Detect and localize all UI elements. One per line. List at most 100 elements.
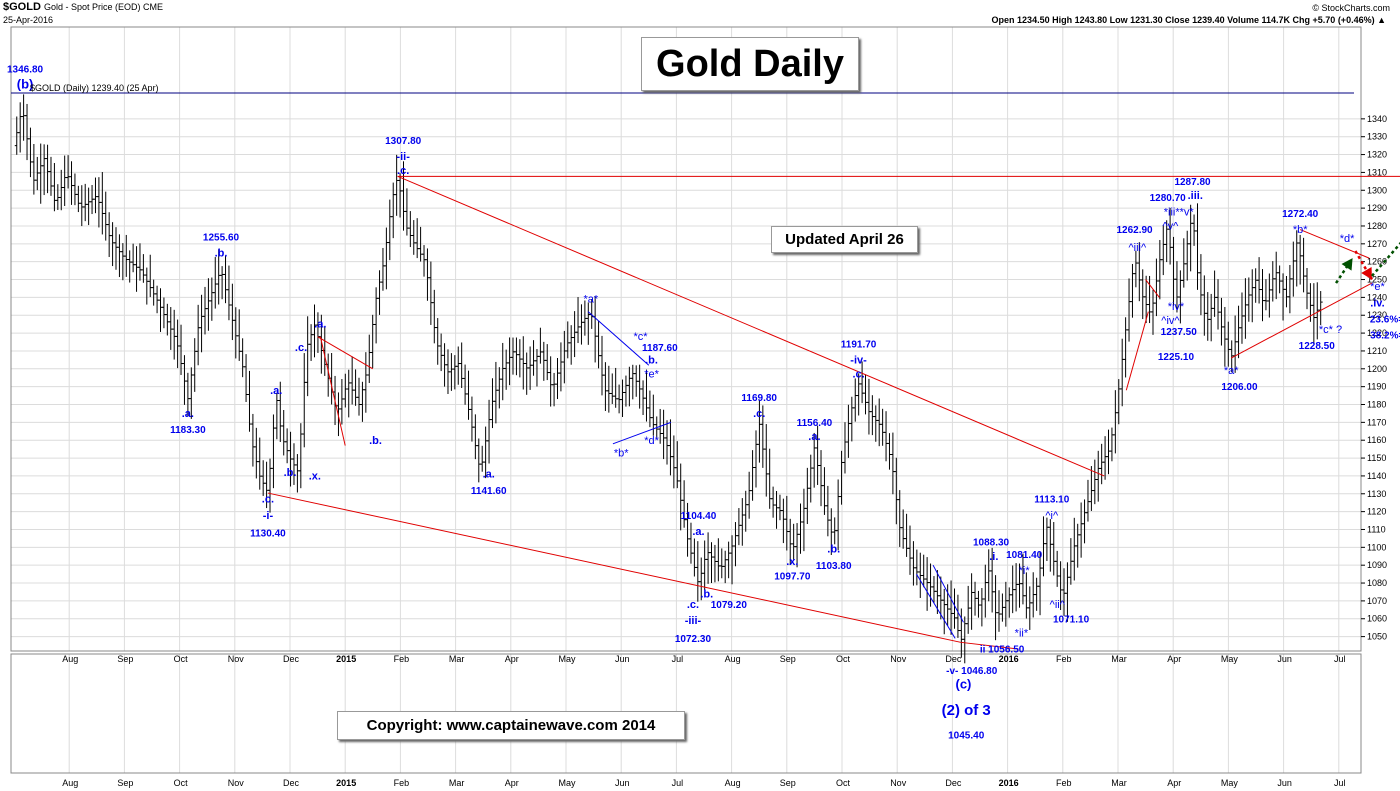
x-tick-label-bottom: Aug [62, 778, 78, 788]
wave-label: .c. [262, 494, 274, 506]
wave-labels: 1346.80 (b) 1307.80 -ii- .c. 1255.60 .b. .a. 118… [7, 64, 1400, 741]
y-tick-label: 1150 [1367, 453, 1386, 463]
wave-label: 1228.50 [1299, 341, 1336, 352]
wave-label: ii 1056.50 [980, 645, 1025, 656]
x-tick-label: Oct [174, 654, 189, 664]
x-tick-label: Dec [945, 654, 962, 664]
wave-label: *b* [1293, 224, 1308, 236]
plot-frame [10, 26, 1362, 652]
green-projection-arrow [1370, 241, 1400, 277]
y-tick-label: 1110 [1367, 524, 1386, 534]
y-tick-label: 1160 [1367, 435, 1386, 445]
y-tick-label: 1120 [1367, 507, 1386, 517]
red-trendline [317, 336, 374, 370]
y-tick-label: 1310 [1367, 167, 1387, 177]
y-tick-label: 1170 [1367, 417, 1386, 427]
wave-label: 1130.40 [250, 529, 286, 540]
y-tick-label: 1220 [1367, 328, 1387, 338]
wave-label: 1262.90 [1116, 225, 1153, 236]
wave-label: 1187.60 [642, 343, 678, 354]
wave-label: .b. [700, 588, 713, 600]
wave-label: 1287.80 [1174, 177, 1211, 188]
y-tick-label: 1240 [1367, 292, 1387, 302]
copyright-box: Copyright: www.captainewave.com 2014 [337, 711, 685, 740]
wave-label: .b. [645, 354, 658, 366]
wave-label: 1141.60 [471, 486, 507, 497]
y-tick-label: 1180 [1367, 400, 1386, 410]
x-tick-label-bottom: Aug [725, 778, 741, 788]
wave-label: 23.6%=1227.70 [1370, 314, 1400, 325]
x-tick-label: Jul [1334, 654, 1346, 664]
grid [11, 27, 1361, 773]
y-tick-label: 1290 [1367, 203, 1387, 213]
x-tick-label: Mar [449, 654, 465, 664]
red-trendline [960, 641, 1019, 650]
header-symbol: $GOLD Gold - Spot Price (EOD) CME [3, 1, 163, 13]
x-tick-label: Sep [780, 654, 796, 664]
x-tick-label: 2015 [336, 654, 356, 664]
wave-label: 1081.40 [1006, 550, 1043, 561]
wave-label: *d* [644, 435, 659, 447]
wave-label: 1097.70 [774, 571, 811, 582]
y-tick-label: 1250 [1367, 275, 1387, 285]
x-tick-label-bottom: Feb [1056, 778, 1072, 788]
wave-label: .a. [808, 431, 820, 443]
wave-label: .b. [369, 435, 382, 447]
x-tick-label: Apr [1167, 654, 1181, 664]
x-tick-label: Dec [283, 654, 300, 664]
lower-panel-frame [10, 653, 1362, 774]
wave-label: 1255.60 [203, 232, 240, 243]
y-tick-label: 1330 [1367, 132, 1387, 142]
wave-label: ^iv^ [1161, 315, 1180, 327]
wave-label: .b. [215, 247, 228, 259]
x-tick-label: Feb [1056, 654, 1072, 664]
wave-label: (b) [17, 77, 34, 92]
y-tick-label: 1090 [1367, 560, 1387, 570]
wave-label: .c. [852, 369, 864, 381]
wave-label: 1191.70 [841, 339, 877, 350]
x-tick-label: Mar [1111, 654, 1127, 664]
wave-label: 1272.40 [1282, 209, 1319, 220]
wave-label: 1346.80 [7, 64, 44, 75]
wave-label: *b* [614, 447, 629, 459]
red-trendline [319, 336, 346, 446]
wave-label: -iii- [685, 615, 702, 627]
y-tick-label: 1280 [1367, 221, 1387, 231]
wave-label: *iv* [1168, 301, 1185, 313]
y-tick-label: 1230 [1367, 310, 1387, 320]
red-trendline [397, 175, 1105, 477]
symbol-label: $GOLD [3, 1, 41, 13]
red-trendline [267, 492, 961, 643]
wave-label: -iv- [850, 354, 867, 366]
x-tick-label-bottom: Sep [117, 778, 133, 788]
ohlc-bars [14, 94, 1323, 664]
x-tick-label: Jun [615, 654, 630, 664]
wave-label: .c. [687, 599, 699, 611]
wave-label: *d* [1340, 233, 1355, 245]
wave-label: 38.2%=1195.10 [1370, 330, 1400, 341]
wave-label: .c. [295, 342, 307, 354]
y-tick-label: 1190 [1367, 382, 1386, 392]
wave-label: 1079.20 [711, 600, 748, 611]
green-arrowhead [1341, 258, 1353, 271]
x-tick-label-bottom: Apr [1167, 778, 1181, 788]
wave-label: 1169.80 [741, 393, 777, 404]
x-tick-label-bottom: Dec [283, 778, 300, 788]
wave-label: ^i^ [1045, 510, 1059, 522]
blue-trendline [612, 421, 672, 445]
x-tick-label-bottom: Apr [505, 778, 519, 788]
wave-label: .a. [314, 319, 326, 331]
wave-label: 1280.70 [1150, 193, 1187, 204]
x-tick-label: Feb [394, 654, 410, 664]
wave-label: .iv. [1370, 297, 1384, 309]
y-tick-label: 1260 [1367, 257, 1387, 267]
wave-label: 1156.40 [797, 418, 833, 429]
wave-label: .x. [309, 470, 321, 482]
wave-label: 1071.10 [1053, 614, 1090, 625]
x-tick-label-bottom: Jul [672, 778, 684, 788]
wave-label: .c. [753, 408, 765, 420]
blue-trendline [587, 311, 650, 366]
title-label: Gold - Spot Price (EOD) CME [43, 2, 163, 12]
x-tick-label-bottom: Feb [394, 778, 410, 788]
x-tick-label-bottom: 2015 [336, 778, 356, 788]
